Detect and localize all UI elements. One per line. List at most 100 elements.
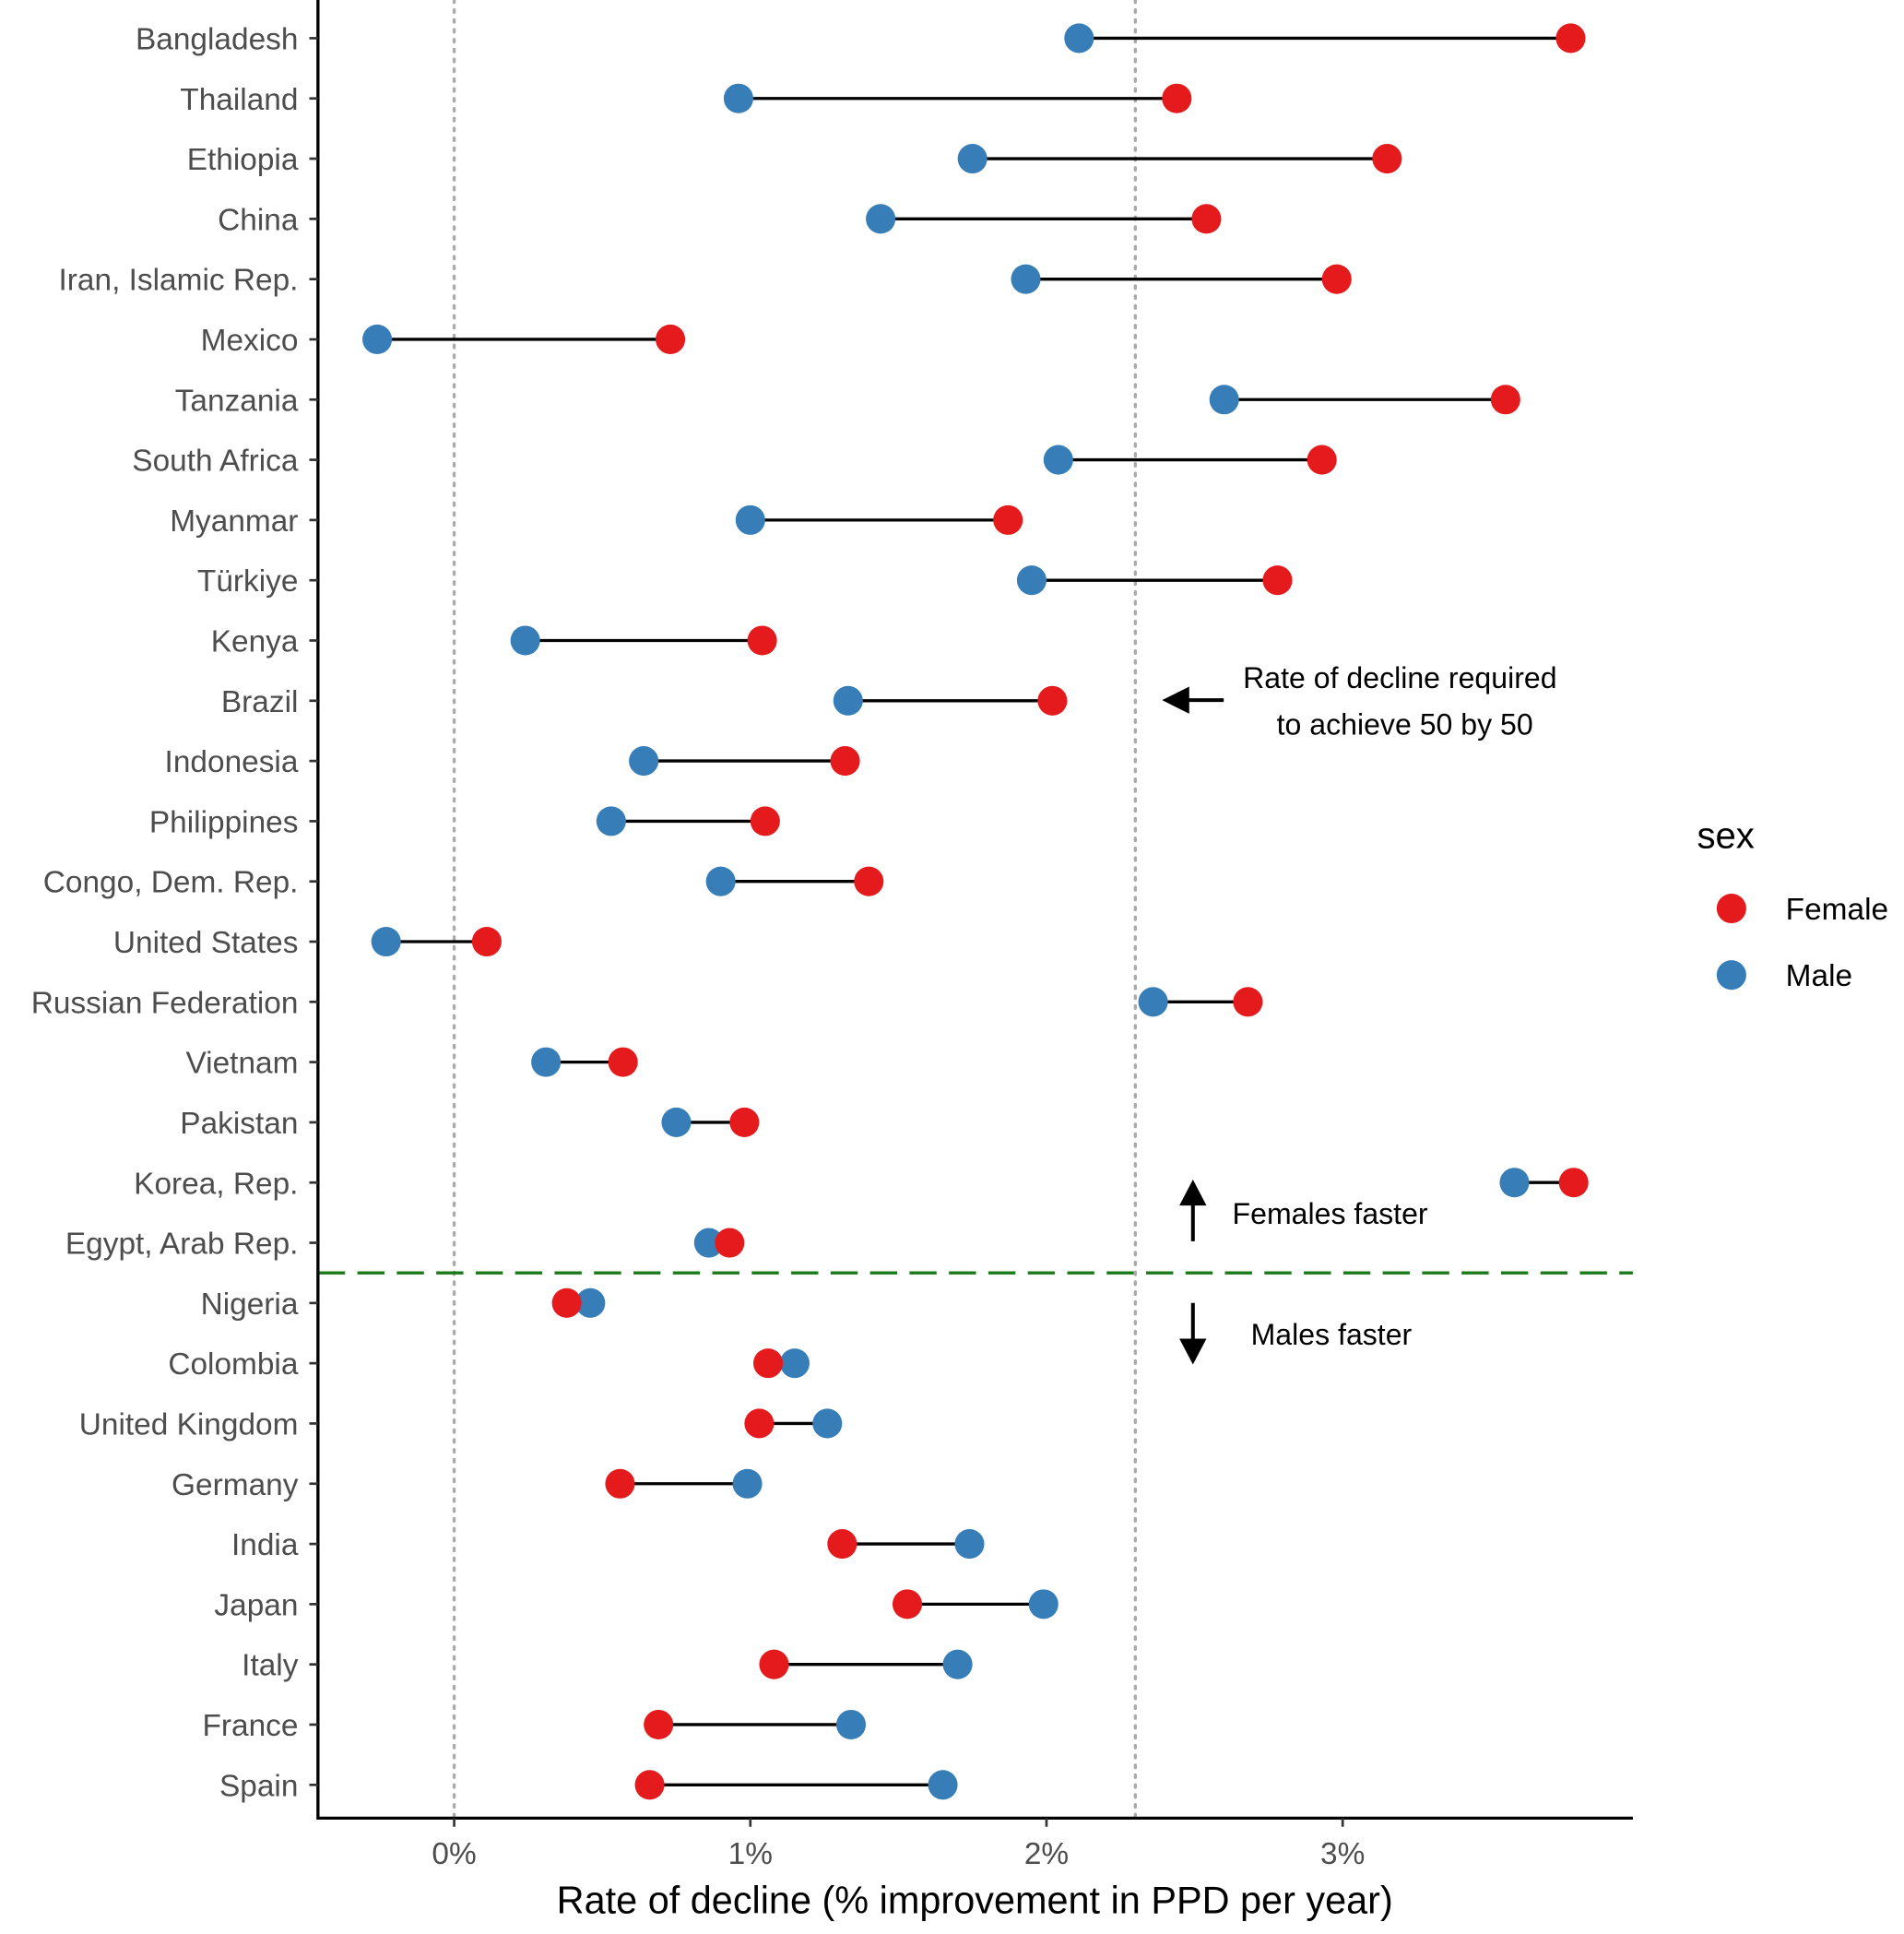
male-point (661, 1107, 692, 1137)
country-label: Myanmar (170, 504, 298, 539)
female-point (1372, 144, 1402, 174)
female-point (747, 625, 777, 656)
country-label: Korea, Rep. (134, 1167, 298, 1201)
target-annotation-line2: to achieve 50 by 50 (1277, 708, 1533, 742)
female-point (644, 1709, 674, 1740)
female-point (827, 1529, 857, 1560)
male-point (371, 926, 401, 957)
down-arrow-head (1179, 1338, 1207, 1365)
country-label: Iran, Islamic Rep. (59, 264, 299, 298)
target-annotation-line1: Rate of decline required (1243, 661, 1556, 694)
male-point (866, 204, 896, 234)
left-arrow-head (1162, 686, 1189, 714)
female-point (759, 1649, 789, 1679)
female-point (656, 324, 686, 354)
male-point (833, 685, 863, 716)
country-label: Tanzania (175, 384, 299, 418)
country-label: Spain (219, 1769, 298, 1803)
male-point (1138, 987, 1168, 1017)
legend-male-label: Male (1786, 959, 1852, 993)
country-label: China (218, 203, 299, 237)
male-point (693, 1228, 724, 1258)
country-label: United Kingdom (79, 1407, 299, 1442)
country-label: United States (113, 926, 299, 960)
female-point (1558, 1168, 1589, 1198)
female-point (551, 1287, 582, 1318)
country-label: Ethiopia (187, 143, 299, 177)
female-point (634, 1770, 665, 1800)
male-point (705, 866, 736, 896)
country-label: Philippines (149, 805, 299, 839)
male-point (1499, 1168, 1530, 1198)
females-faster-label: Females faster (1233, 1197, 1428, 1230)
female-point (892, 1589, 923, 1620)
male-point (735, 504, 765, 535)
male-point (1028, 1589, 1058, 1620)
male-point (954, 1529, 985, 1560)
male-point (732, 1468, 763, 1499)
country-label: Egypt, Arab Rep. (65, 1228, 299, 1262)
male-point (812, 1408, 843, 1439)
country-label: South Africa (132, 445, 299, 479)
males-faster-annotation: Males faster (1179, 1302, 1413, 1365)
female-point (1321, 264, 1352, 294)
female-point (1233, 987, 1263, 1017)
x-tick-label: 1% (728, 1837, 773, 1871)
female-point (608, 1047, 638, 1077)
male-point (779, 1348, 810, 1379)
female-point (605, 1468, 635, 1499)
female-point (1307, 445, 1337, 475)
country-label: Congo, Dem. Rep. (43, 866, 299, 900)
country-label: Türkiye (197, 564, 299, 599)
country-label: Pakistan (180, 1107, 298, 1141)
country-label: Kenya (211, 625, 299, 659)
female-point (1262, 565, 1293, 596)
country-label: Russian Federation (31, 986, 299, 1020)
male-point (928, 1770, 958, 1800)
legend-female-swatch (1716, 893, 1746, 924)
country-label: Bangladesh (136, 22, 298, 56)
female-point (993, 504, 1023, 535)
female-point (1555, 23, 1586, 53)
legend-female-label: Female (1786, 893, 1888, 927)
female-point (744, 1408, 775, 1439)
males-faster-label: Males faster (1251, 1318, 1413, 1351)
country-label: France (202, 1709, 298, 1743)
male-point (723, 83, 753, 113)
female-point (729, 1107, 760, 1137)
male-point (575, 1287, 606, 1318)
male-point (531, 1047, 562, 1077)
male-point (362, 324, 393, 354)
x-tick-label: 2% (1024, 1837, 1069, 1871)
country-label: Mexico (201, 324, 299, 358)
female-point (715, 1228, 745, 1258)
legend-title: sex (1697, 816, 1754, 857)
country-label: Italy (242, 1649, 299, 1683)
country-label: India (231, 1528, 299, 1562)
male-point (510, 625, 540, 656)
country-label: Nigeria (201, 1287, 299, 1322)
country-label: Germany (171, 1468, 299, 1502)
female-point (1191, 204, 1222, 234)
legend-male-swatch (1716, 960, 1746, 991)
female-point (1037, 685, 1068, 716)
male-point (629, 746, 659, 777)
country-label: Vietnam (185, 1047, 298, 1081)
female-point (750, 806, 780, 836)
female-point (854, 866, 884, 896)
female-point (1490, 385, 1520, 415)
x-tick-label: 3% (1320, 1837, 1365, 1871)
country-label: Thailand (180, 83, 298, 117)
target-annotation: Rate of decline required to achieve 50 b… (1162, 661, 1557, 742)
male-point (596, 806, 626, 836)
female-point (753, 1348, 784, 1379)
male-point (957, 144, 987, 174)
country-label: Colombia (168, 1347, 299, 1382)
x-tick-label: 0% (432, 1837, 476, 1871)
male-point (1043, 445, 1073, 475)
legend: sex Female Male (1697, 816, 1888, 994)
x-axis-title: Rate of decline (% improvement in PPD pe… (557, 1878, 1393, 1921)
up-arrow-head (1179, 1180, 1207, 1206)
female-point (1162, 83, 1192, 113)
